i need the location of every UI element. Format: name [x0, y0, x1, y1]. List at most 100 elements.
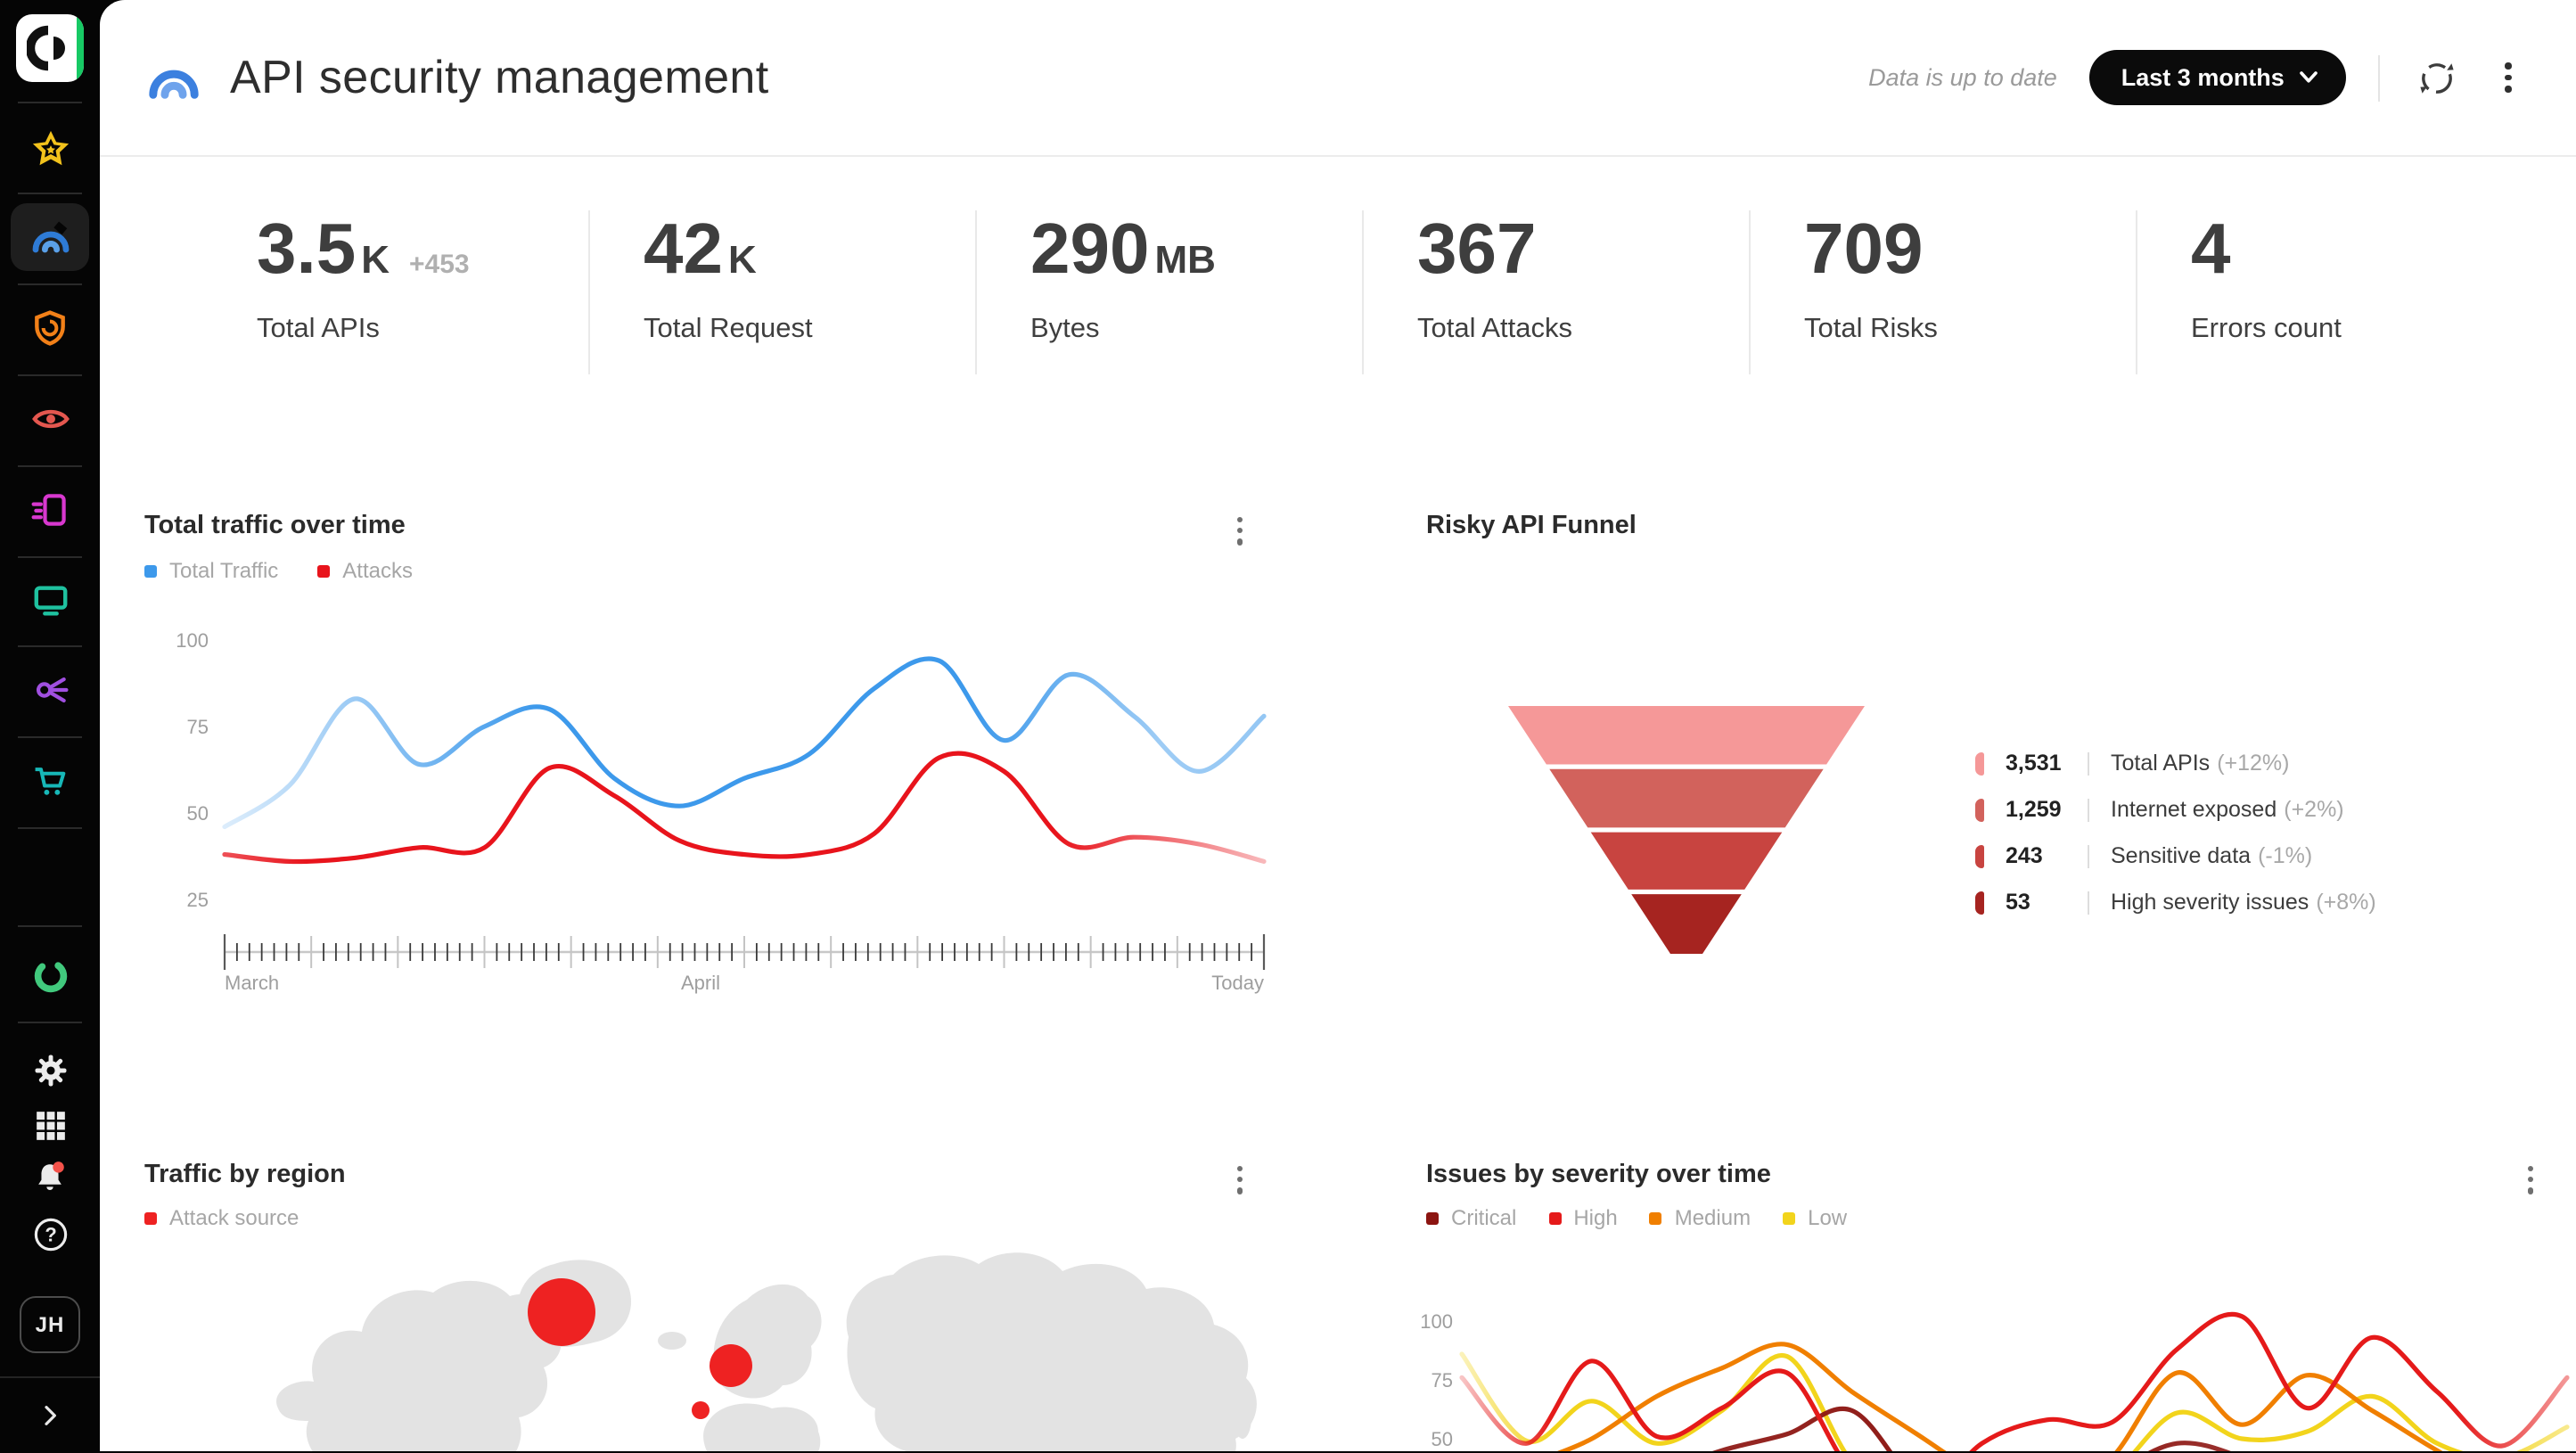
legend-item-total-traffic[interactable]: Total Traffic	[144, 558, 278, 583]
stat-suffix: K	[361, 237, 390, 282]
apps-grid-icon	[36, 1111, 64, 1139]
funnel-swatch	[1975, 751, 1984, 775]
page-header: API security management Data is up to da…	[100, 0, 2576, 157]
legend-label: Critical	[1451, 1205, 1517, 1230]
traffic-card-kebab-menu[interactable]	[1226, 510, 1253, 552]
sidebar-divider	[18, 102, 82, 103]
legend-item-attack-source[interactable]: Attack source	[144, 1205, 299, 1230]
stat-suffix: MB	[1154, 237, 1216, 282]
loop-ring-icon	[33, 958, 67, 992]
sidebar: ? JH	[0, 0, 100, 1451]
cart-icon	[34, 768, 65, 795]
svg-text:March: March	[225, 972, 279, 994]
traffic-legend: Total Traffic Attacks	[144, 558, 413, 583]
legend-item-low[interactable]: Low	[1783, 1205, 1847, 1230]
data-status-text: Data is up to date	[1868, 64, 2057, 91]
stat-value: 367	[1417, 210, 1537, 289]
sidebar-divider	[18, 925, 82, 927]
world-map-chart	[276, 1252, 1257, 1451]
svg-text:25: 25	[187, 889, 209, 911]
sidebar-item-settings[interactable]	[0, 1038, 100, 1102]
stat-label: Total Request	[644, 314, 813, 344]
issues-card-kebab-menu[interactable]	[2517, 1159, 2544, 1201]
legend-label: Attacks	[342, 558, 413, 583]
stat-value: 3.5	[257, 210, 357, 289]
date-range-button[interactable]: Last 3 months	[2088, 50, 2347, 105]
svg-text:?: ?	[44, 1222, 55, 1244]
header-actions: Data is up to date Last 3 months	[1868, 50, 2523, 105]
sidebar-divider	[18, 374, 82, 376]
stat-value: 709	[1804, 210, 1924, 289]
help-question-icon: ?	[33, 1217, 67, 1251]
legend-item-attacks[interactable]: Attacks	[317, 558, 413, 583]
header-divider	[2378, 54, 2381, 101]
sidebar-item-shield[interactable]	[0, 292, 100, 364]
funnel-change: (+2%)	[2284, 797, 2344, 822]
sidebar-item-api-security[interactable]	[0, 201, 100, 273]
gear-icon	[34, 1054, 66, 1086]
fast-document-icon	[31, 494, 66, 526]
sidebar-item-threat-eye[interactable]	[0, 383, 100, 455]
sidebar-item-monitor[interactable]	[0, 563, 100, 635]
stat-label: Total Attacks	[1417, 314, 1573, 344]
funnel-legend-divider	[2088, 844, 2089, 867]
risky-api-funnel-chart	[1508, 706, 1865, 954]
header-kebab-menu[interactable]	[2495, 55, 2523, 100]
sidebar-item-favorites[interactable]	[0, 112, 100, 184]
chevron-right-icon	[45, 1406, 56, 1425]
sidebar-divider	[18, 736, 82, 738]
funnel-legend-divider	[2088, 891, 2089, 914]
sidebar-item-help[interactable]: ?	[0, 1202, 100, 1266]
legend-swatch-critical	[1426, 1211, 1439, 1224]
product-logo[interactable]	[16, 14, 84, 82]
svg-text:75: 75	[187, 716, 209, 738]
funnel-value: 3,531	[2006, 751, 2062, 776]
legend-swatch-high	[1548, 1211, 1562, 1224]
svg-text:April: April	[681, 972, 720, 994]
stat-total-risks: 709 Total Risks	[1751, 210, 2137, 374]
sidebar-item-marketplace[interactable]	[0, 745, 100, 817]
stat-total-apis: 3.5 K +453 Total APIs	[257, 210, 590, 374]
funnel-label: Internet exposed	[2111, 797, 2277, 822]
refresh-sync-icon	[2421, 62, 2455, 93]
refresh-button[interactable]	[2413, 53, 2463, 103]
svg-text:50: 50	[1432, 1428, 1453, 1450]
sidebar-item-notifications[interactable]	[0, 1145, 100, 1209]
funnel-change: (+8%)	[2316, 890, 2376, 915]
funnel-legend-row-internet-exposed: 1,259 Internet exposed (+2%)	[1975, 792, 2376, 827]
product-logo-icon	[27, 25, 65, 71]
avatar[interactable]: JH	[20, 1296, 80, 1353]
funnel-value: 1,259	[2006, 797, 2062, 822]
stat-total-attacks: 367 Total Attacks	[1364, 210, 1751, 374]
sidebar-item-apps[interactable]	[0, 1093, 100, 1157]
legend-item-medium[interactable]: Medium	[1649, 1205, 1752, 1230]
legend-label: Medium	[1674, 1205, 1752, 1230]
sidebar-divider	[18, 283, 82, 285]
legend-item-high[interactable]: High	[1548, 1205, 1618, 1230]
funnel-swatch	[1975, 891, 1984, 914]
stat-value: 4	[2191, 210, 2231, 289]
funnel-legend-row-sensitive-data: 243 Sensitive data (-1%)	[1975, 838, 2376, 874]
sidebar-item-activity-logs[interactable]	[0, 474, 100, 546]
funnel-legend-divider	[2088, 798, 2089, 821]
stat-label: Total Risks	[1804, 314, 1938, 344]
stat-total-request: 42 K Total Request	[590, 210, 977, 374]
sidebar-expand-button[interactable]	[0, 1376, 100, 1453]
funnel-label: Total APIs	[2111, 751, 2211, 776]
share-node-icon	[35, 677, 68, 703]
shield-icon	[35, 310, 65, 346]
date-range-label: Last 3 months	[2121, 64, 2285, 91]
legend-item-critical[interactable]: Critical	[1426, 1205, 1516, 1230]
funnel-label: High severity issues	[2111, 890, 2309, 915]
legend-swatch-medium	[1649, 1211, 1662, 1224]
funnel-swatch	[1975, 798, 1984, 821]
legend-label: Attack source	[169, 1205, 299, 1230]
legend-label: Total Traffic	[169, 558, 279, 583]
sidebar-item-integrations[interactable]	[0, 654, 100, 726]
legend-swatch-total-traffic	[144, 564, 157, 577]
chevron-down-icon	[2301, 71, 2318, 83]
monitor-icon	[33, 585, 67, 615]
region-card-kebab-menu[interactable]	[1226, 1159, 1253, 1201]
sidebar-item-loop[interactable]	[0, 940, 100, 1011]
favorites-star-icon	[31, 129, 69, 165]
